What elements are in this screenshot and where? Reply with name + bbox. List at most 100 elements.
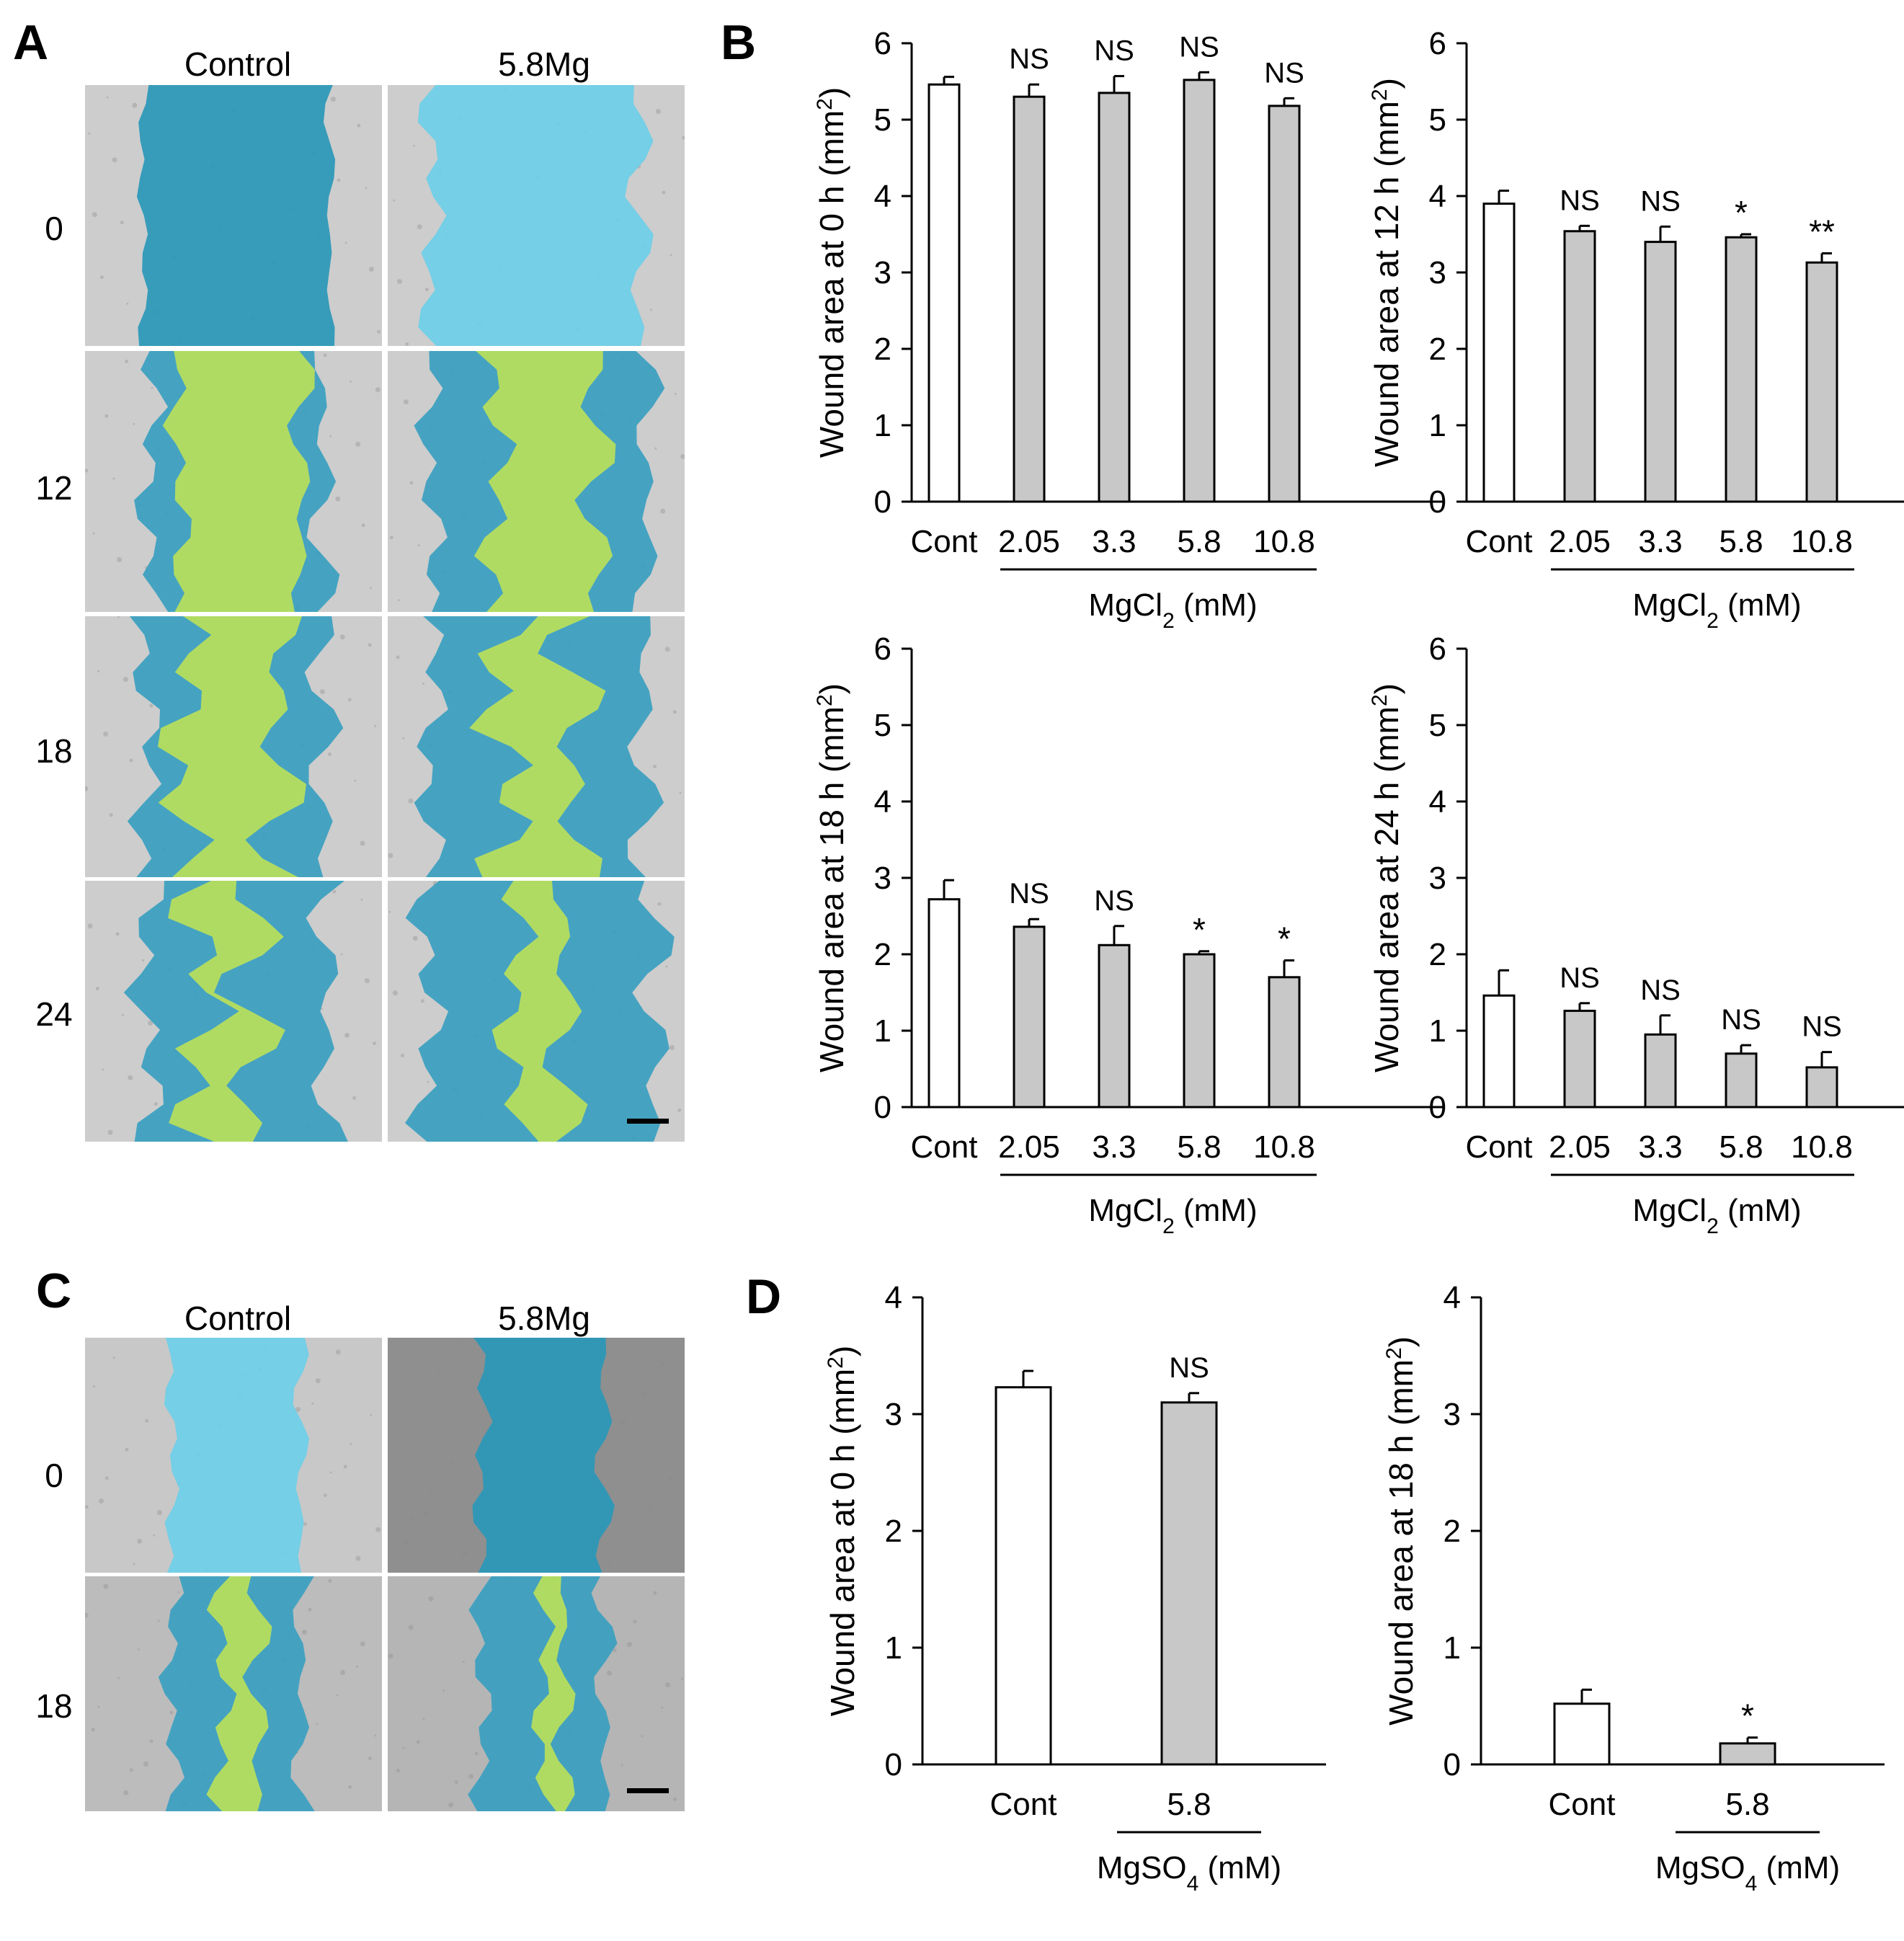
x-tick-label: 10.8 (1791, 1129, 1853, 1165)
y-tick-label: 2 (1429, 332, 1446, 367)
chart-d-18h: 0 1 2 3 4 Wound area at 18 h (mm2) Cont * 5.8 MgS… (1382, 1280, 1899, 1941)
significance-label: NS (1094, 35, 1134, 67)
significance-label: * (1735, 194, 1748, 231)
x-tick-label: 10.8 (1253, 524, 1315, 559)
significance-label: * (1193, 911, 1206, 949)
bar-10.8 (1805, 261, 1838, 503)
x-tick-label: 2.05 (1549, 1129, 1611, 1165)
x-tick-label: 10.8 (1253, 1129, 1315, 1165)
column-header-control-c: Control (184, 1300, 292, 1337)
bar-Cont (927, 898, 961, 1109)
row-label-12h: 12 (35, 469, 73, 507)
group-label: MgSO4 (mM) (1097, 1850, 1281, 1896)
y-tick-label: 3 (874, 861, 891, 896)
bar-5.8 (1183, 79, 1216, 503)
x-tick-label: Cont (911, 524, 978, 559)
panel-letter-b: B (721, 15, 757, 70)
y-tick-label: 6 (874, 26, 891, 61)
y-tick-label: 5 (1429, 708, 1446, 743)
row-label-18h: 18 (35, 732, 73, 770)
y-tick-label: 4 (1429, 179, 1446, 214)
column-header-treated-c: 5.8Mg (498, 1300, 590, 1337)
x-tick-label: 5.8 (1725, 1787, 1769, 1822)
y-tick-label: 1 (1429, 1013, 1446, 1049)
group-label: MgCl2 (mM) (1088, 1193, 1257, 1238)
panel-letter-a: A (13, 15, 49, 70)
y-tick-label: 3 (1429, 861, 1446, 896)
bar-3.3 (1644, 1033, 1677, 1109)
bar-2.05 (1563, 230, 1596, 503)
significance-label: NS (1009, 43, 1049, 75)
y-tick-label: 1 (874, 1013, 891, 1049)
x-tick-label: 2.05 (998, 1129, 1060, 1165)
y-tick-label: 5 (1429, 102, 1446, 138)
y-tick-label: 4 (1443, 1280, 1461, 1315)
y-axis-label: Wound area at 0 h (mm2) (813, 87, 851, 458)
y-tick-label: 6 (1429, 26, 1446, 61)
x-tick-label: 3.3 (1638, 1129, 1682, 1165)
x-tick-label: 5.8 (1719, 524, 1763, 559)
x-tick-label: 3.3 (1092, 1129, 1136, 1165)
micrograph-a-r3-c0 (85, 881, 382, 1142)
group-label: MgCl2 (mM) (1632, 1193, 1801, 1238)
significance-label: NS (1179, 31, 1219, 63)
x-tick-label: Cont (1549, 1787, 1616, 1822)
y-tick-label: 2 (1429, 937, 1446, 972)
group-label: MgCl2 (mM) (1632, 587, 1801, 633)
x-tick-label: 2.05 (1549, 524, 1611, 559)
bar-5.8 (1725, 236, 1758, 503)
y-tick-label: 0 (1429, 484, 1446, 520)
significance-label: NS (1560, 962, 1600, 994)
micrograph-a-r2-c0 (85, 616, 382, 877)
bar-5.8 (1160, 1401, 1218, 1766)
y-tick-label: 1 (1443, 1630, 1461, 1666)
significance-label: NS (1094, 885, 1134, 917)
significance-label: NS (1169, 1352, 1209, 1384)
y-tick-label: 1 (885, 1630, 902, 1666)
bar-2.05 (1563, 1009, 1596, 1109)
bar-10.8 (1268, 976, 1301, 1109)
x-tick-label: 3.3 (1092, 524, 1136, 559)
significance-label: NS (1640, 185, 1681, 217)
micrograph-a-r0-c1 (388, 85, 685, 346)
row-label-24h: 24 (35, 995, 73, 1033)
y-tick-label: 0 (874, 1090, 891, 1125)
y-tick-label: 6 (874, 631, 891, 667)
column-header-control: Control (184, 45, 292, 83)
bar-2.05 (1013, 95, 1046, 503)
bar-Cont (995, 1386, 1052, 1766)
y-axis-label: Wound area at 24 h (mm2) (1368, 683, 1406, 1072)
y-tick-label: 4 (885, 1280, 902, 1315)
y-tick-label: 2 (874, 937, 891, 972)
x-tick-label: 10.8 (1791, 524, 1853, 559)
y-tick-label: 0 (1443, 1747, 1461, 1782)
row-label-0h: 0 (45, 210, 63, 247)
y-tick-label: 2 (874, 332, 891, 367)
y-tick-label: 1 (874, 408, 891, 443)
x-tick-label: 2.05 (998, 524, 1060, 559)
significance-label: ** (1809, 213, 1835, 251)
y-tick-label: 4 (874, 784, 891, 820)
row-label-18h-c: 18 (35, 1687, 73, 1725)
row-label-0h-c: 0 (45, 1457, 63, 1494)
y-tick-label: 3 (1443, 1397, 1461, 1432)
micrograph-a-r1-c0 (85, 351, 382, 612)
chart-b-12h: 0 1 2 3 4 5 6 Wound area at 12 h (mm2) Cont NS 2.0… (1368, 26, 1904, 678)
y-tick-label: 5 (874, 102, 891, 138)
micrograph-c-r1-c1 (388, 1576, 685, 1811)
micrograph-a-r0-c0 (85, 85, 382, 346)
y-tick-label: 2 (885, 1514, 902, 1549)
significance-label: NS (1264, 57, 1304, 89)
bar-10.8 (1268, 105, 1301, 503)
group-label: MgSO4 (mM) (1655, 1850, 1840, 1896)
y-tick-label: 4 (874, 179, 891, 214)
chart-b-24h: 0 1 2 3 4 5 6 Wound area at 24 h (mm2) Cont NS 2.0… (1368, 631, 1904, 1284)
micrograph-a-r2-c1 (388, 616, 685, 877)
y-tick-label: 4 (1429, 784, 1446, 820)
x-tick-label: 5.8 (1719, 1129, 1763, 1165)
y-tick-label: 6 (1429, 631, 1446, 667)
chart-b-0h: 0 1 2 3 4 5 6 Wound area at 0 h (mm2) Cont NS 2.05… (813, 26, 1459, 678)
x-tick-label: Cont (1466, 524, 1533, 559)
micrograph-c-r0-c0 (85, 1338, 382, 1573)
y-axis-label: Wound area at 18 h (mm2) (813, 683, 851, 1072)
